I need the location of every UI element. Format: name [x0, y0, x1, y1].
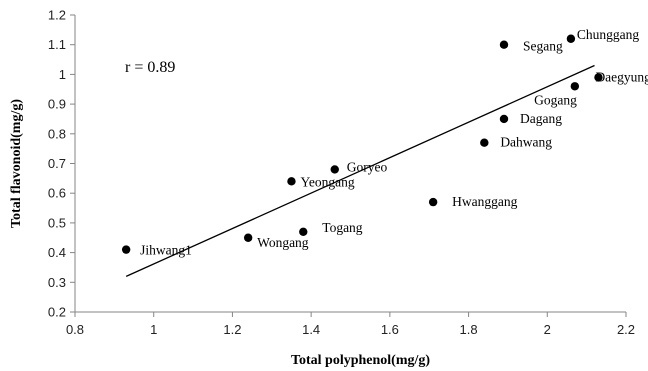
x-tick-label: 1 — [150, 322, 157, 337]
y-tick-label: 1 — [59, 67, 66, 82]
x-tick-label: 2 — [544, 322, 551, 337]
x-axis-title: Total polyphenol(mg/g) — [291, 353, 430, 368]
y-axis-ticks: 0.2 0.3 0.4 0.5 0.6 0.7 0.8 0.9 1 1.1 1.2 — [48, 8, 75, 320]
point-label: Wongang — [257, 235, 309, 250]
y-tick-label: 0.4 — [48, 245, 66, 260]
y-tick-label: 0.9 — [48, 97, 66, 112]
point-label: Hwanggang — [452, 194, 517, 209]
data-point — [594, 73, 603, 82]
point-label: Jihwang1 — [140, 243, 192, 258]
data-point — [243, 233, 253, 242]
x-tick-label: 0.8 — [66, 322, 84, 337]
data-point — [480, 138, 489, 147]
data-point — [299, 227, 308, 237]
y-axis-title: Total flavonoid(mg/g) — [9, 99, 24, 228]
x-tick-label: 2.2 — [617, 322, 635, 337]
x-tick-label: 1.8 — [460, 322, 478, 337]
x-axis-ticks: 0.8 1 1.2 1.4 1.6 1.8 2 2.2 — [66, 312, 635, 337]
x-tick-label: 1.2 — [223, 322, 241, 337]
y-tick-label: 0.7 — [48, 156, 66, 171]
data-points — [121, 34, 603, 254]
point-label: Segang — [523, 39, 563, 54]
data-point — [570, 82, 580, 91]
point-label: Yeongang — [300, 174, 354, 189]
data-point — [428, 197, 438, 207]
y-tick-label: 0.5 — [48, 215, 66, 230]
y-tick-label: 0.8 — [48, 126, 66, 141]
y-tick-label: 1.1 — [48, 37, 66, 52]
trendline — [125, 64, 595, 277]
point-label: Dagang — [520, 111, 562, 126]
y-tick-label: 0.6 — [48, 186, 66, 201]
point-label: Goryeo — [347, 159, 388, 174]
data-point — [566, 34, 576, 43]
data-point — [499, 114, 509, 124]
point-label: Daegyung — [595, 69, 648, 84]
y-tick-label: 0.2 — [48, 305, 66, 320]
point-label: Chunggang — [577, 27, 639, 42]
data-point — [499, 40, 509, 49]
x-tick-label: 1.4 — [302, 322, 320, 337]
x-tick-label: 1.6 — [381, 322, 399, 337]
correlation-annotation: r = 0.89 — [125, 59, 175, 76]
point-label: Dahwang — [500, 135, 552, 150]
point-label: Gogang — [534, 92, 577, 107]
data-point — [287, 177, 296, 186]
data-point — [121, 245, 131, 254]
point-label: Togang — [322, 220, 363, 235]
y-tick-label: 1.2 — [48, 8, 66, 23]
y-tick-label: 0.3 — [48, 275, 66, 290]
data-point — [330, 165, 339, 174]
